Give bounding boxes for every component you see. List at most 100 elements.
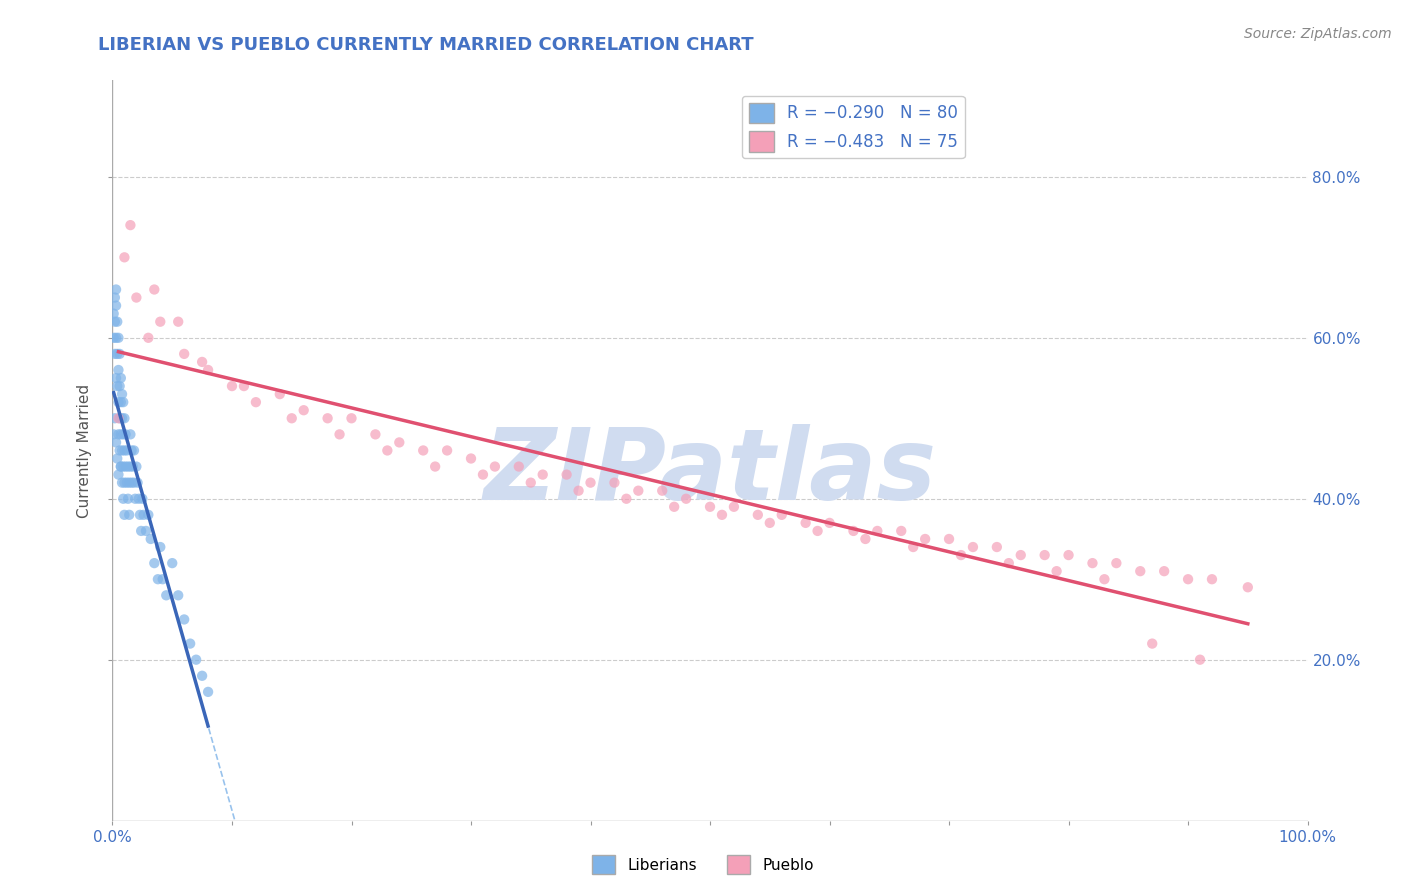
Point	[1081, 556, 1104, 570]
Point	[484, 459, 506, 474]
Point	[118, 508, 141, 522]
Point	[770, 508, 793, 522]
Point	[114, 411, 135, 425]
Point	[152, 572, 174, 586]
Point	[111, 387, 134, 401]
Point	[664, 500, 686, 514]
Point	[1105, 556, 1128, 570]
Point	[191, 669, 214, 683]
Point	[508, 459, 530, 474]
Point	[112, 427, 135, 442]
Point	[111, 411, 134, 425]
Point	[221, 379, 243, 393]
Point	[135, 524, 157, 538]
Point	[122, 443, 145, 458]
Point	[460, 451, 482, 466]
Point	[292, 403, 315, 417]
Point	[986, 540, 1008, 554]
Point	[197, 685, 219, 699]
Point	[115, 475, 138, 490]
Point	[114, 459, 136, 474]
Point	[124, 491, 146, 506]
Point	[364, 427, 387, 442]
Point	[111, 443, 134, 458]
Y-axis label: Currently Married: Currently Married	[77, 384, 93, 517]
Point	[105, 435, 128, 450]
Point	[105, 379, 128, 393]
Point	[173, 347, 195, 361]
Point	[117, 459, 139, 474]
Point	[125, 459, 148, 474]
Point	[129, 508, 152, 522]
Text: ZIPatlas: ZIPatlas	[484, 425, 936, 521]
Point	[107, 363, 129, 377]
Point	[627, 483, 650, 498]
Point	[425, 459, 447, 474]
Point	[197, 363, 219, 377]
Point	[108, 443, 131, 458]
Point	[1237, 580, 1260, 594]
Legend: Liberians, Pueblo: Liberians, Pueblo	[586, 849, 820, 880]
Point	[903, 540, 925, 554]
Point	[950, 548, 973, 562]
Point	[938, 532, 960, 546]
Point	[531, 467, 554, 482]
Point	[818, 516, 841, 530]
Point	[173, 612, 195, 626]
Point	[107, 427, 129, 442]
Point	[723, 500, 745, 514]
Point	[112, 491, 135, 506]
Point	[103, 331, 125, 345]
Point	[233, 379, 256, 393]
Point	[191, 355, 214, 369]
Point	[675, 491, 697, 506]
Point	[245, 395, 267, 409]
Point	[110, 371, 132, 385]
Point	[107, 331, 129, 345]
Point	[103, 427, 125, 442]
Point	[110, 427, 132, 442]
Point	[388, 435, 411, 450]
Point	[111, 475, 134, 490]
Point	[128, 491, 150, 506]
Point	[747, 508, 769, 522]
Point	[759, 516, 782, 530]
Point	[127, 475, 149, 490]
Point	[107, 467, 129, 482]
Point	[105, 315, 128, 329]
Point	[794, 516, 817, 530]
Point	[179, 637, 201, 651]
Point	[616, 491, 638, 506]
Point	[121, 475, 143, 490]
Point	[520, 475, 543, 490]
Point	[110, 459, 132, 474]
Point	[711, 508, 734, 522]
Point	[1201, 572, 1223, 586]
Point	[117, 491, 139, 506]
Point	[890, 524, 912, 538]
Point	[186, 653, 208, 667]
Point	[281, 411, 304, 425]
Point	[1142, 637, 1164, 651]
Point	[138, 508, 160, 522]
Point	[104, 347, 127, 361]
Point	[114, 427, 136, 442]
Point	[269, 387, 291, 401]
Text: Source: ZipAtlas.com: Source: ZipAtlas.com	[1244, 27, 1392, 41]
Point	[1046, 564, 1069, 578]
Point	[122, 475, 145, 490]
Point	[1033, 548, 1056, 562]
Point	[112, 395, 135, 409]
Point	[107, 411, 129, 425]
Point	[1177, 572, 1199, 586]
Point	[412, 443, 434, 458]
Point	[807, 524, 830, 538]
Point	[146, 572, 169, 586]
Point	[105, 283, 128, 297]
Point	[103, 307, 125, 321]
Point	[603, 475, 626, 490]
Legend: R = −0.290   N = 80, R = −0.483   N = 75: R = −0.290 N = 80, R = −0.483 N = 75	[742, 96, 965, 159]
Point	[114, 250, 135, 264]
Point	[472, 467, 495, 482]
Point	[121, 443, 143, 458]
